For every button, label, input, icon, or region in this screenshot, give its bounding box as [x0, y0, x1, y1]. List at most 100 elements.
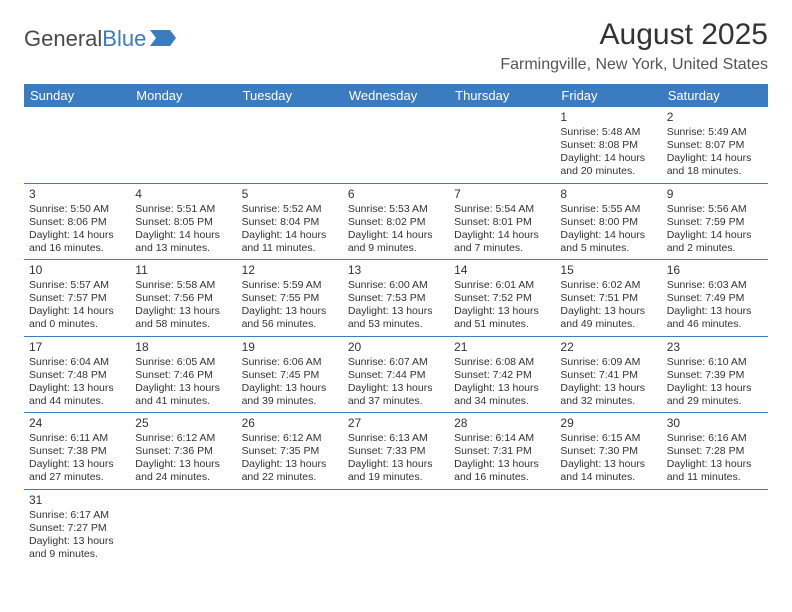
day-number: 28: [454, 416, 550, 431]
sunrise-line: Sunrise: 5:49 AM: [667, 126, 763, 139]
sunrise-line: Sunrise: 6:13 AM: [348, 432, 444, 445]
calendar-cell: 2Sunrise: 5:49 AMSunset: 8:07 PMDaylight…: [662, 107, 768, 183]
calendar-cell: 31Sunrise: 6:17 AMSunset: 7:27 PMDayligh…: [24, 489, 130, 565]
sunrise-line: Sunrise: 6:05 AM: [135, 356, 231, 369]
daylight-line: Daylight: 14 hours and 0 minutes.: [29, 305, 125, 331]
calendar-cell: 17Sunrise: 6:04 AMSunset: 7:48 PMDayligh…: [24, 336, 130, 413]
day-number: 17: [29, 340, 125, 355]
sunset-line: Sunset: 7:41 PM: [560, 369, 656, 382]
sunset-line: Sunset: 7:38 PM: [29, 445, 125, 458]
day-number: 18: [135, 340, 231, 355]
day-number: 23: [667, 340, 763, 355]
calendar-cell: 1Sunrise: 5:48 AMSunset: 8:08 PMDaylight…: [555, 107, 661, 183]
calendar-cell: 4Sunrise: 5:51 AMSunset: 8:05 PMDaylight…: [130, 183, 236, 260]
daylight-line: Daylight: 13 hours and 34 minutes.: [454, 382, 550, 408]
sunset-line: Sunset: 8:06 PM: [29, 216, 125, 229]
day-number: 16: [667, 263, 763, 278]
calendar-cell: 19Sunrise: 6:06 AMSunset: 7:45 PMDayligh…: [237, 336, 343, 413]
day-number: 15: [560, 263, 656, 278]
sunset-line: Sunset: 8:04 PM: [242, 216, 338, 229]
sunrise-line: Sunrise: 6:03 AM: [667, 279, 763, 292]
sunset-line: Sunset: 7:55 PM: [242, 292, 338, 305]
logo-text-general: General: [24, 26, 102, 52]
calendar-cell: 6Sunrise: 5:53 AMSunset: 8:02 PMDaylight…: [343, 183, 449, 260]
calendar-cell: [555, 489, 661, 565]
calendar-cell: 11Sunrise: 5:58 AMSunset: 7:56 PMDayligh…: [130, 260, 236, 337]
sunrise-line: Sunrise: 6:15 AM: [560, 432, 656, 445]
sunrise-line: Sunrise: 6:16 AM: [667, 432, 763, 445]
weekday-header: Thursday: [449, 84, 555, 107]
sunrise-line: Sunrise: 6:11 AM: [29, 432, 125, 445]
day-number: 12: [242, 263, 338, 278]
daylight-line: Daylight: 13 hours and 9 minutes.: [29, 535, 125, 561]
calendar-cell: 14Sunrise: 6:01 AMSunset: 7:52 PMDayligh…: [449, 260, 555, 337]
calendar-row: 31Sunrise: 6:17 AMSunset: 7:27 PMDayligh…: [24, 489, 768, 565]
sunset-line: Sunset: 7:28 PM: [667, 445, 763, 458]
sunset-line: Sunset: 7:46 PM: [135, 369, 231, 382]
calendar-cell: [662, 489, 768, 565]
daylight-line: Daylight: 14 hours and 18 minutes.: [667, 152, 763, 178]
calendar-cell: 7Sunrise: 5:54 AMSunset: 8:01 PMDaylight…: [449, 183, 555, 260]
daylight-line: Daylight: 13 hours and 32 minutes.: [560, 382, 656, 408]
daylight-line: Daylight: 13 hours and 46 minutes.: [667, 305, 763, 331]
sunrise-line: Sunrise: 6:02 AM: [560, 279, 656, 292]
calendar-row: 10Sunrise: 5:57 AMSunset: 7:57 PMDayligh…: [24, 260, 768, 337]
calendar-cell: [130, 489, 236, 565]
calendar-cell: 22Sunrise: 6:09 AMSunset: 7:41 PMDayligh…: [555, 336, 661, 413]
calendar-cell: 28Sunrise: 6:14 AMSunset: 7:31 PMDayligh…: [449, 413, 555, 490]
calendar-table: SundayMondayTuesdayWednesdayThursdayFrid…: [24, 84, 768, 565]
daylight-line: Daylight: 14 hours and 13 minutes.: [135, 229, 231, 255]
sunrise-line: Sunrise: 5:59 AM: [242, 279, 338, 292]
calendar-body: 1Sunrise: 5:48 AMSunset: 8:08 PMDaylight…: [24, 107, 768, 565]
calendar-cell: 8Sunrise: 5:55 AMSunset: 8:00 PMDaylight…: [555, 183, 661, 260]
sunrise-line: Sunrise: 6:01 AM: [454, 279, 550, 292]
logo-text-blue: Blue: [102, 26, 146, 52]
daylight-line: Daylight: 13 hours and 49 minutes.: [560, 305, 656, 331]
calendar-row: 24Sunrise: 6:11 AMSunset: 7:38 PMDayligh…: [24, 413, 768, 490]
sunset-line: Sunset: 7:48 PM: [29, 369, 125, 382]
sunset-line: Sunset: 7:30 PM: [560, 445, 656, 458]
sunset-line: Sunset: 8:05 PM: [135, 216, 231, 229]
day-number: 20: [348, 340, 444, 355]
sunset-line: Sunset: 8:02 PM: [348, 216, 444, 229]
sunset-line: Sunset: 7:57 PM: [29, 292, 125, 305]
day-number: 13: [348, 263, 444, 278]
sunset-line: Sunset: 7:27 PM: [29, 522, 125, 535]
day-number: 8: [560, 187, 656, 202]
weekday-header: Tuesday: [237, 84, 343, 107]
daylight-line: Daylight: 13 hours and 51 minutes.: [454, 305, 550, 331]
calendar-row: 17Sunrise: 6:04 AMSunset: 7:48 PMDayligh…: [24, 336, 768, 413]
day-number: 14: [454, 263, 550, 278]
day-number: 9: [667, 187, 763, 202]
day-number: 11: [135, 263, 231, 278]
day-number: 22: [560, 340, 656, 355]
weekday-header: Saturday: [662, 84, 768, 107]
sunrise-line: Sunrise: 5:52 AM: [242, 203, 338, 216]
daylight-line: Daylight: 13 hours and 11 minutes.: [667, 458, 763, 484]
sunset-line: Sunset: 7:35 PM: [242, 445, 338, 458]
flag-icon: [150, 26, 176, 52]
calendar-cell: 15Sunrise: 6:02 AMSunset: 7:51 PMDayligh…: [555, 260, 661, 337]
weekday-header: Friday: [555, 84, 661, 107]
day-number: 21: [454, 340, 550, 355]
title-block: August 2025 Farmingville, New York, Unit…: [500, 18, 768, 74]
sunset-line: Sunset: 8:01 PM: [454, 216, 550, 229]
day-number: 7: [454, 187, 550, 202]
day-number: 2: [667, 110, 763, 125]
sunset-line: Sunset: 7:36 PM: [135, 445, 231, 458]
sunrise-line: Sunrise: 5:56 AM: [667, 203, 763, 216]
calendar-cell: 12Sunrise: 5:59 AMSunset: 7:55 PMDayligh…: [237, 260, 343, 337]
calendar-row: 1Sunrise: 5:48 AMSunset: 8:08 PMDaylight…: [24, 107, 768, 183]
daylight-line: Daylight: 13 hours and 41 minutes.: [135, 382, 231, 408]
sunrise-line: Sunrise: 6:10 AM: [667, 356, 763, 369]
sunrise-line: Sunrise: 5:54 AM: [454, 203, 550, 216]
sunset-line: Sunset: 7:53 PM: [348, 292, 444, 305]
calendar-row: 3Sunrise: 5:50 AMSunset: 8:06 PMDaylight…: [24, 183, 768, 260]
daylight-line: Daylight: 13 hours and 29 minutes.: [667, 382, 763, 408]
month-title: August 2025: [500, 18, 768, 52]
day-number: 25: [135, 416, 231, 431]
sunset-line: Sunset: 7:42 PM: [454, 369, 550, 382]
daylight-line: Daylight: 13 hours and 53 minutes.: [348, 305, 444, 331]
sunset-line: Sunset: 8:08 PM: [560, 139, 656, 152]
calendar-cell: 30Sunrise: 6:16 AMSunset: 7:28 PMDayligh…: [662, 413, 768, 490]
